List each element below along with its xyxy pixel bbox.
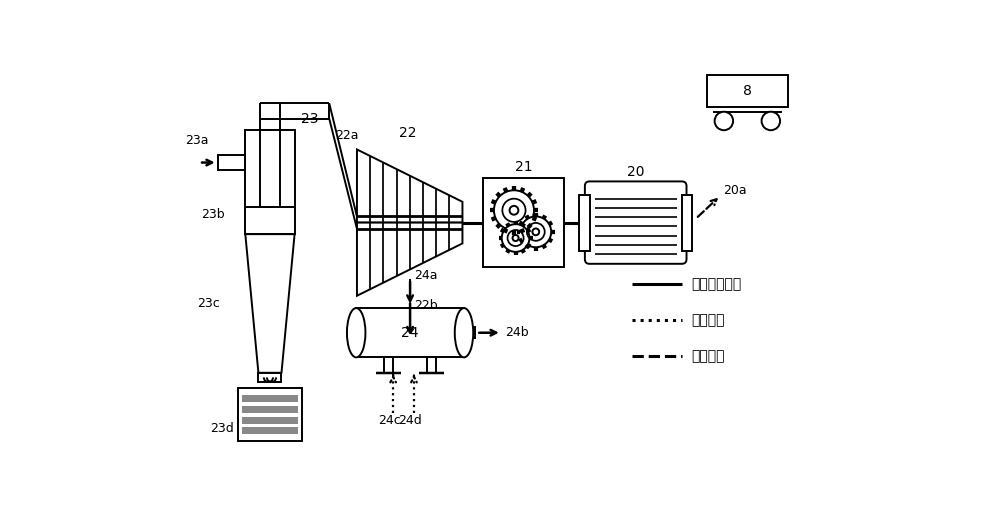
Circle shape [762,112,780,130]
Ellipse shape [347,308,365,357]
Polygon shape [245,234,295,373]
Text: 24d: 24d [398,414,422,427]
Text: 24: 24 [401,326,419,340]
Bar [260,130,280,207]
Bar [384,357,393,373]
Circle shape [510,206,518,215]
Text: 二氧化碳流向: 二氧化碳流向 [691,277,741,291]
Text: 22: 22 [399,125,417,139]
Text: 23a: 23a [185,135,209,148]
Bar [245,130,295,234]
Text: 热能流向: 热能流向 [691,314,725,327]
Bar [242,395,298,402]
Text: 23b: 23b [201,208,224,222]
Circle shape [715,112,733,130]
Bar [242,417,298,424]
Circle shape [502,224,529,252]
Bar [238,388,302,440]
Polygon shape [357,223,462,296]
Bar [218,155,245,170]
Text: 23c: 23c [197,297,220,310]
Bar [579,194,590,251]
Text: 24a: 24a [414,269,437,282]
Text: 8: 8 [743,84,752,98]
Circle shape [494,190,534,230]
Text: 23: 23 [301,112,318,125]
Text: 22b: 22b [414,299,438,311]
Bar [356,308,464,357]
Bar [483,178,564,267]
Bar [258,373,282,382]
Text: 23d: 23d [210,423,234,435]
Text: 20a: 20a [723,184,747,197]
Bar [242,406,298,413]
Text: 21: 21 [515,160,532,174]
Text: 24b: 24b [505,326,528,339]
Bar [242,428,298,434]
Circle shape [520,216,551,247]
Ellipse shape [455,308,473,357]
Polygon shape [357,150,462,223]
Bar [427,357,436,373]
Circle shape [532,228,539,235]
Text: 22a: 22a [335,129,359,142]
FancyBboxPatch shape [585,181,687,264]
Text: 24c: 24c [378,414,401,427]
Bar [464,327,475,338]
Text: 电能流向: 电能流向 [691,349,725,363]
Text: 20: 20 [627,165,644,179]
Bar [707,75,788,107]
Circle shape [513,235,519,241]
Bar [682,194,692,251]
